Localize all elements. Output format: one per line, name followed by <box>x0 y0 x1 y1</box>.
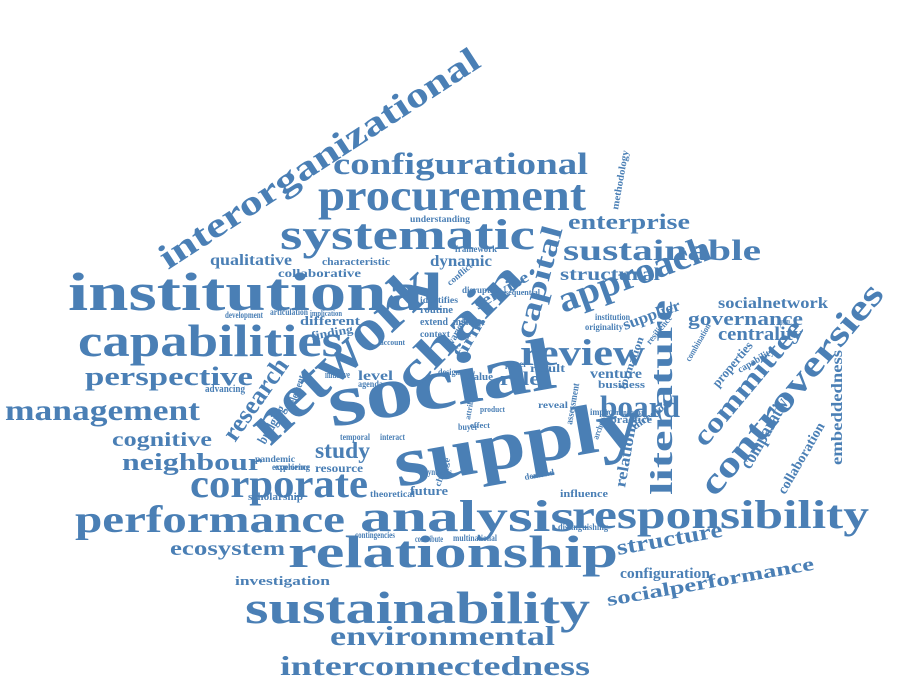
word-study: study <box>315 438 371 463</box>
word-corporate: corporate <box>190 461 368 506</box>
word-impact: impact <box>590 407 615 417</box>
word-centrality: centrality <box>718 324 804 345</box>
word-structural: structural <box>560 264 660 284</box>
word-board: board <box>600 389 680 424</box>
word-governance: governance <box>688 309 803 330</box>
word-disruption: disruption <box>462 285 502 295</box>
word-pandemic: pandemic <box>255 454 295 464</box>
word-influence: influence <box>560 488 608 500</box>
word-business: business <box>598 379 646 391</box>
word-configuration: configuration <box>620 566 711 582</box>
word-account: account <box>380 338 405 347</box>
word-initiative: initiative <box>325 370 350 381</box>
word-development: development <box>225 310 263 320</box>
word-capabilities: capabilities <box>78 316 343 366</box>
word-advancing: advancing <box>205 384 245 395</box>
word-context: context <box>420 329 450 339</box>
word-dynamic: dynamic <box>430 253 492 270</box>
word-future: future <box>410 483 448 498</box>
word-socialperformance: socialperformance <box>605 554 815 611</box>
word-sequential: sequential <box>505 288 541 297</box>
word-extend: extend <box>420 316 448 328</box>
word-routine: routine <box>420 304 453 316</box>
word-contingencies: contingencies <box>355 530 395 540</box>
word-scholarship: scholarship <box>248 492 303 503</box>
word-multinational: multinational <box>453 533 497 543</box>
word-case: case <box>458 368 478 398</box>
word-characteristic: characteristic <box>322 256 390 268</box>
word-theoretical: theoretical <box>370 489 416 499</box>
word-methodology: methodology <box>610 150 631 211</box>
word-paper: paper <box>505 359 527 369</box>
word-cognitive: cognitive <box>112 429 212 451</box>
word-performance: performance <box>75 499 345 541</box>
word-management: management <box>5 394 200 427</box>
word-investigation: investigation <box>235 573 331 588</box>
word-institution: institution <box>595 312 630 322</box>
word-environmental: environmental <box>330 621 556 651</box>
word-effect: effect <box>470 421 490 430</box>
word-enterprise: enterprise <box>568 209 690 234</box>
word-configurational: configurational <box>333 146 588 181</box>
word-practice: practice <box>610 414 652 426</box>
word-experience: experience <box>272 462 310 472</box>
word-agenda: agenda <box>358 379 383 389</box>
word-procurement: procurement <box>318 171 586 220</box>
word-temporal: temporal <box>340 432 370 442</box>
word-result: result <box>530 361 565 375</box>
word-level: level <box>358 369 393 384</box>
word-product: product <box>480 405 505 414</box>
word-framework: framework <box>455 244 497 254</box>
word-design: design <box>438 367 460 377</box>
word-analysis: analysis <box>360 492 575 541</box>
word-synthesis: synthesis <box>425 467 452 477</box>
word-perspective: perspective <box>85 362 253 391</box>
word-resource: resource <box>315 461 364 475</box>
word-contribute: contribute <box>415 534 443 544</box>
word-interconnectedness: interconnectedness <box>280 651 590 677</box>
word-review: review <box>520 333 645 374</box>
word-articulation: articulation <box>270 307 308 317</box>
word-sustainability: sustainability <box>245 582 590 633</box>
word-identifies: identifies <box>420 295 459 305</box>
word-institutional: institutional <box>68 262 443 322</box>
word-sustainable: sustainable <box>563 234 761 267</box>
word-managerial: managerial <box>615 408 646 417</box>
word-qualitative: qualitative <box>210 252 292 269</box>
word-different: different <box>300 313 361 328</box>
word-literature: literature <box>643 300 679 495</box>
word-neighbour: neighbour <box>122 450 262 476</box>
word-collaboration: collaboration <box>775 420 828 497</box>
word-role: role <box>500 369 540 390</box>
word-manage: manage <box>453 316 485 328</box>
word-originality: originality <box>585 322 623 332</box>
word-implication: implication <box>310 309 342 318</box>
word-ecosystem: ecosystem <box>170 538 285 560</box>
word-interact: interact <box>380 432 405 442</box>
word-exploring: exploring <box>275 462 310 472</box>
word-systematic: systematic <box>280 212 535 259</box>
word-buyer: buyer <box>458 422 478 432</box>
word-venture: venture <box>590 367 642 382</box>
word-embeddedness: embeddedness <box>829 350 846 465</box>
word-governance: governance <box>780 316 790 328</box>
word-socialnetwork: socialnetwork <box>718 295 828 312</box>
word-collaborative: collaborative <box>278 266 362 280</box>
word-relationship: relationship <box>288 527 618 577</box>
word-value: value <box>468 372 494 383</box>
word-distinguishing: distinguishing <box>558 522 608 532</box>
word-responsibility: responsibility <box>572 492 869 537</box>
word-understanding: understanding <box>410 214 471 224</box>
word-reveal: reveal <box>538 400 569 410</box>
